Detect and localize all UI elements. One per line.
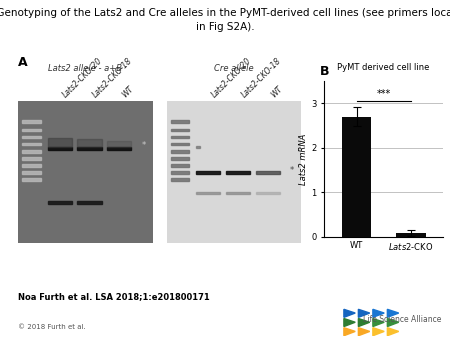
Bar (226, 192, 250, 194)
Polygon shape (344, 318, 355, 327)
Polygon shape (387, 309, 399, 317)
Text: (A) Genotyping of the Lats2 and Cre alleles in the PyMT-derived cell lines (see : (A) Genotyping of the Lats2 and Cre alle… (0, 8, 450, 19)
Bar (48, 201, 72, 203)
Polygon shape (387, 318, 399, 327)
Text: ***: *** (377, 89, 391, 99)
Y-axis label: Lats2 mRNA: Lats2 mRNA (299, 133, 308, 185)
Bar (22, 164, 41, 167)
Bar (171, 120, 189, 123)
Polygon shape (358, 328, 370, 336)
Polygon shape (358, 318, 370, 327)
Text: Lats2-CKO-20: Lats2-CKO-20 (210, 56, 253, 100)
Bar (171, 178, 189, 181)
Text: Life Science Alliance: Life Science Alliance (363, 315, 441, 324)
Text: Noa Furth et al. LSA 2018;1:e201800171: Noa Furth et al. LSA 2018;1:e201800171 (18, 292, 210, 301)
Polygon shape (387, 328, 399, 336)
Bar (171, 136, 189, 138)
Bar (22, 143, 41, 145)
Bar (22, 150, 41, 152)
Bar (342, 117, 371, 237)
Bar (48, 147, 72, 150)
Bar (107, 147, 131, 150)
Bar (22, 129, 41, 131)
Bar (77, 147, 102, 150)
Bar (256, 171, 280, 174)
Bar (196, 146, 200, 148)
Bar (171, 171, 189, 174)
Bar (22, 136, 41, 138)
Bar (196, 171, 220, 174)
Bar (171, 164, 189, 167)
Text: *: * (290, 166, 294, 174)
Text: Lats2-CKO-18: Lats2-CKO-18 (239, 56, 283, 100)
Title: PyMT derived cell line: PyMT derived cell line (338, 63, 430, 72)
Bar (77, 201, 102, 203)
Text: © 2018 Furth et al.: © 2018 Furth et al. (18, 324, 86, 331)
Text: A: A (18, 56, 27, 69)
Text: *: * (141, 141, 146, 150)
Text: WT: WT (121, 85, 135, 100)
Bar (22, 171, 41, 174)
Text: B: B (320, 65, 329, 78)
Bar (107, 141, 131, 147)
Bar (22, 178, 41, 181)
Bar (22, 120, 41, 123)
Bar (171, 129, 189, 131)
Polygon shape (344, 328, 355, 336)
Bar (226, 171, 250, 174)
Bar (171, 157, 189, 160)
Polygon shape (358, 309, 370, 317)
Bar (171, 150, 189, 152)
Bar (77, 140, 102, 147)
Bar (256, 192, 280, 194)
Bar (48, 138, 72, 147)
Polygon shape (373, 318, 384, 327)
Bar (196, 192, 220, 194)
Text: Lats2-CKO-20: Lats2-CKO-20 (61, 56, 104, 100)
Polygon shape (344, 309, 355, 317)
Text: Lats2-CKO-18: Lats2-CKO-18 (91, 56, 134, 100)
Text: Lats2 allele - a+B: Lats2 allele - a+B (49, 64, 122, 73)
Text: Cre allele: Cre allele (214, 64, 254, 73)
Bar (396, 233, 426, 237)
Bar (171, 143, 189, 145)
Text: WT: WT (269, 85, 284, 100)
Bar (22, 157, 41, 160)
Text: in Fig S2A).: in Fig S2A). (196, 22, 254, 32)
Polygon shape (373, 328, 384, 336)
Polygon shape (373, 309, 384, 317)
